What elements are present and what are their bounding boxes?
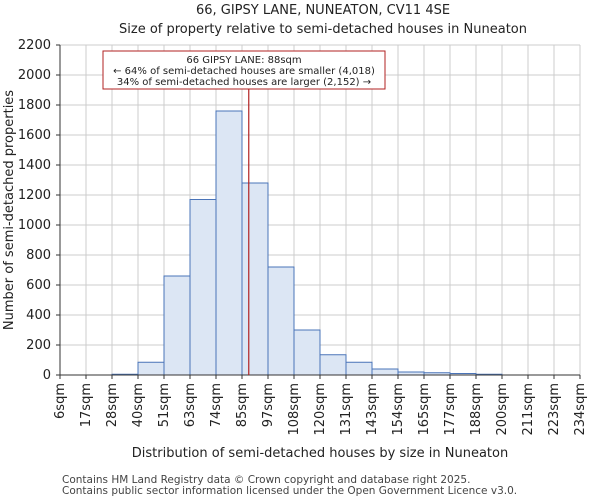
x-tick-label: 131sqm [339, 383, 354, 436]
bar-51sqm [163, 275, 191, 376]
annotation-line2: ← 64% of semi-detached houses are smalle… [113, 66, 375, 77]
x-tick-label: 200sqm [495, 383, 510, 436]
x-tick-label: 63sqm [183, 383, 198, 427]
bar-108sqm [293, 329, 321, 376]
bars [111, 110, 503, 376]
footer-line2: Contains public sector information licen… [62, 485, 518, 497]
x-tick-label: 17sqm [79, 383, 94, 427]
grid [59, 44, 581, 376]
y-tick-label: 2000 [18, 68, 51, 83]
y-tick-label: 800 [26, 248, 51, 263]
bar-131sqm [345, 361, 373, 376]
bar-85sqm [241, 182, 269, 376]
annotation-box [102, 50, 386, 90]
bar-120sqm [319, 354, 347, 376]
x-tick-label: 154sqm [391, 383, 406, 436]
x-tick-label: 51sqm [157, 383, 172, 427]
y-tick-label: 200 [26, 338, 51, 353]
x-tick-label: 165sqm [417, 383, 432, 436]
y-axis-ticks: 0 200 400 600 800 1000 1200 1400 1600 1800 2000 220… [18, 38, 60, 383]
bar-40sqm [137, 361, 165, 376]
bar-143sqm [371, 368, 399, 376]
x-tick-label: 74sqm [209, 383, 224, 427]
footer-line1: Contains HM Land Registry data © Crown c… [62, 474, 471, 486]
y-tick-label: 600 [26, 278, 51, 293]
x-tick-label: 28sqm [105, 383, 120, 427]
x-tick-label: 108sqm [287, 383, 302, 436]
x-tick-label: 223sqm [547, 383, 562, 436]
x-tick-label: 6sqm [53, 383, 68, 419]
y-tick-label: 1400 [18, 158, 51, 173]
y-tick-label: 400 [26, 308, 51, 323]
y-tick-label: 1800 [18, 98, 51, 113]
x-tick-label: 188sqm [469, 383, 484, 436]
x-tick-label: 177sqm [443, 383, 458, 436]
y-tick-label: 1600 [18, 128, 51, 143]
x-tick-label: 85sqm [235, 383, 250, 427]
x-axis-label: Distribution of semi-detached houses by … [132, 446, 508, 461]
annotation-line1: 66 GIPSY LANE: 88sqm [186, 55, 301, 66]
y-tick-label: 1000 [18, 218, 51, 233]
y-tick-label: 1200 [18, 188, 51, 203]
chart-title-line2: Size of property relative to semi-detach… [119, 22, 527, 37]
y-tick-label: 2200 [18, 38, 51, 53]
bar-63sqm [189, 199, 217, 376]
x-tick-label: 97sqm [261, 383, 276, 427]
chart-title-line1: 66, GIPSY LANE, NUNEATON, CV11 4SE [196, 3, 450, 18]
x-tick-label: 40sqm [131, 383, 146, 427]
x-tick-label: 143sqm [365, 383, 380, 436]
annotation-line3: 34% of semi-detached houses are larger (… [117, 77, 371, 88]
x-tick-label: 234sqm [573, 383, 588, 436]
bar-74sqm [215, 110, 243, 376]
x-tick-label: 120sqm [313, 383, 328, 436]
x-tick-label: 211sqm [521, 383, 536, 436]
y-tick-label: 0 [43, 368, 51, 383]
x-axis-ticks: 6sqm 17sqm 28sqm 40sqm 51sqm 63sqm 74sqm 85sqm 9… [53, 375, 588, 436]
bar-97sqm [267, 266, 295, 376]
y-axis-label: Number of semi-detached properties [2, 90, 17, 330]
